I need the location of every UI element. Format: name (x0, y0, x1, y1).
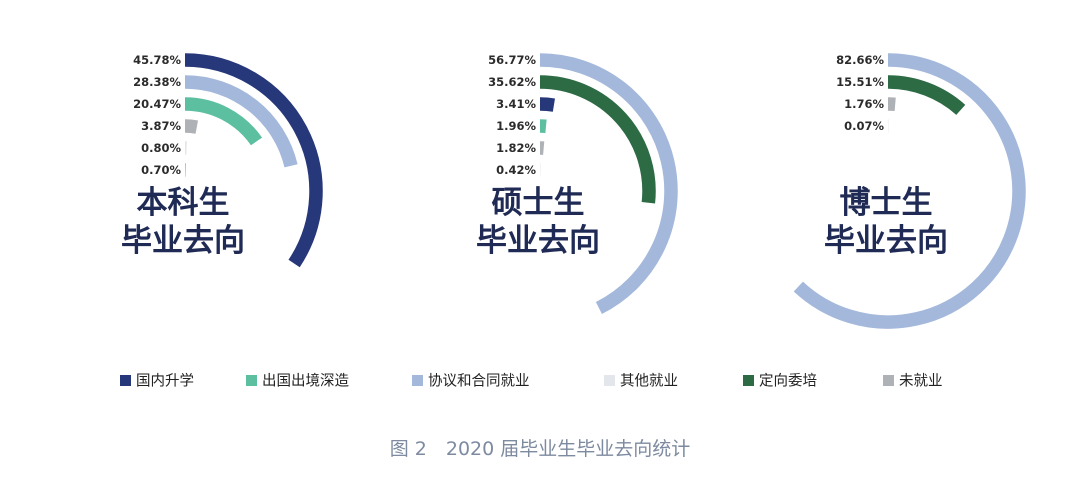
ring-bar (184, 97, 263, 146)
panel-title-line1: 博士生 (840, 185, 933, 221)
legend-swatch (743, 375, 754, 386)
legend-swatch (412, 375, 423, 386)
value-label: 1.96% (496, 119, 536, 133)
panel-title-line2: 毕业去向 (476, 223, 600, 259)
value-label: 0.70% (141, 163, 181, 177)
panels-group: 45.78%28.38%20.47%3.87%0.80%0.70%本科生毕业去向… (121, 53, 1026, 329)
value-label: 3.87% (141, 119, 181, 133)
legend-swatch (604, 375, 615, 386)
legend-label: 其他就业 (620, 373, 678, 390)
value-label: 56.77% (488, 53, 536, 67)
value-label: 35.62% (488, 75, 536, 89)
legend-swatch (120, 375, 131, 386)
value-label: 0.80% (141, 141, 181, 155)
panel-title-line1: 本科生 (137, 185, 230, 221)
value-label: 3.41% (496, 97, 536, 111)
ring-bar (184, 75, 298, 168)
legend-label: 协议和合同就业 (428, 373, 530, 390)
legend: 国内升学 出国出境深造 协议和合同就业 其他就业 定向委培 未就业 (120, 372, 943, 390)
legend-item: 其他就业 (604, 373, 678, 390)
legend-item: 国内升学 (120, 373, 194, 390)
panel-title-line1: 硕士生 (492, 185, 585, 221)
ring-bar (539, 53, 678, 315)
value-label: 0.07% (844, 119, 884, 133)
value-label: 28.38% (133, 75, 181, 89)
value-label: 82.66% (836, 53, 884, 67)
legend-label: 国内升学 (136, 373, 194, 390)
legend-swatch (246, 375, 257, 386)
chart-caption: 图 2 2020 届毕业生毕业去向统计 (390, 438, 691, 460)
legend-item: 协议和合同就业 (412, 373, 530, 390)
legend-item: 未就业 (883, 373, 943, 390)
ring-bar (184, 119, 199, 134)
ring-bar (793, 53, 1026, 329)
legend-swatch (883, 375, 894, 386)
legend-label: 出国出境深造 (262, 372, 349, 390)
legend-item: 出国出境深造 (246, 372, 349, 390)
ring-bar (539, 75, 656, 204)
value-label: 45.78% (133, 53, 181, 67)
ring-bar (539, 97, 555, 112)
panel-title-line2: 毕业去向 (121, 223, 245, 259)
legend-item: 定向委培 (743, 373, 817, 390)
ring-bar (184, 53, 323, 268)
value-label: 1.76% (844, 97, 884, 111)
value-label: 15.51% (836, 75, 884, 89)
ring-bar (887, 75, 966, 115)
legend-label: 定向委培 (759, 373, 817, 390)
panel-title-line2: 毕业去向 (824, 223, 948, 259)
value-label: 20.47% (133, 97, 181, 111)
value-label: 0.42% (496, 163, 536, 177)
legend-label: 未就业 (899, 373, 943, 390)
value-label: 1.82% (496, 141, 536, 155)
